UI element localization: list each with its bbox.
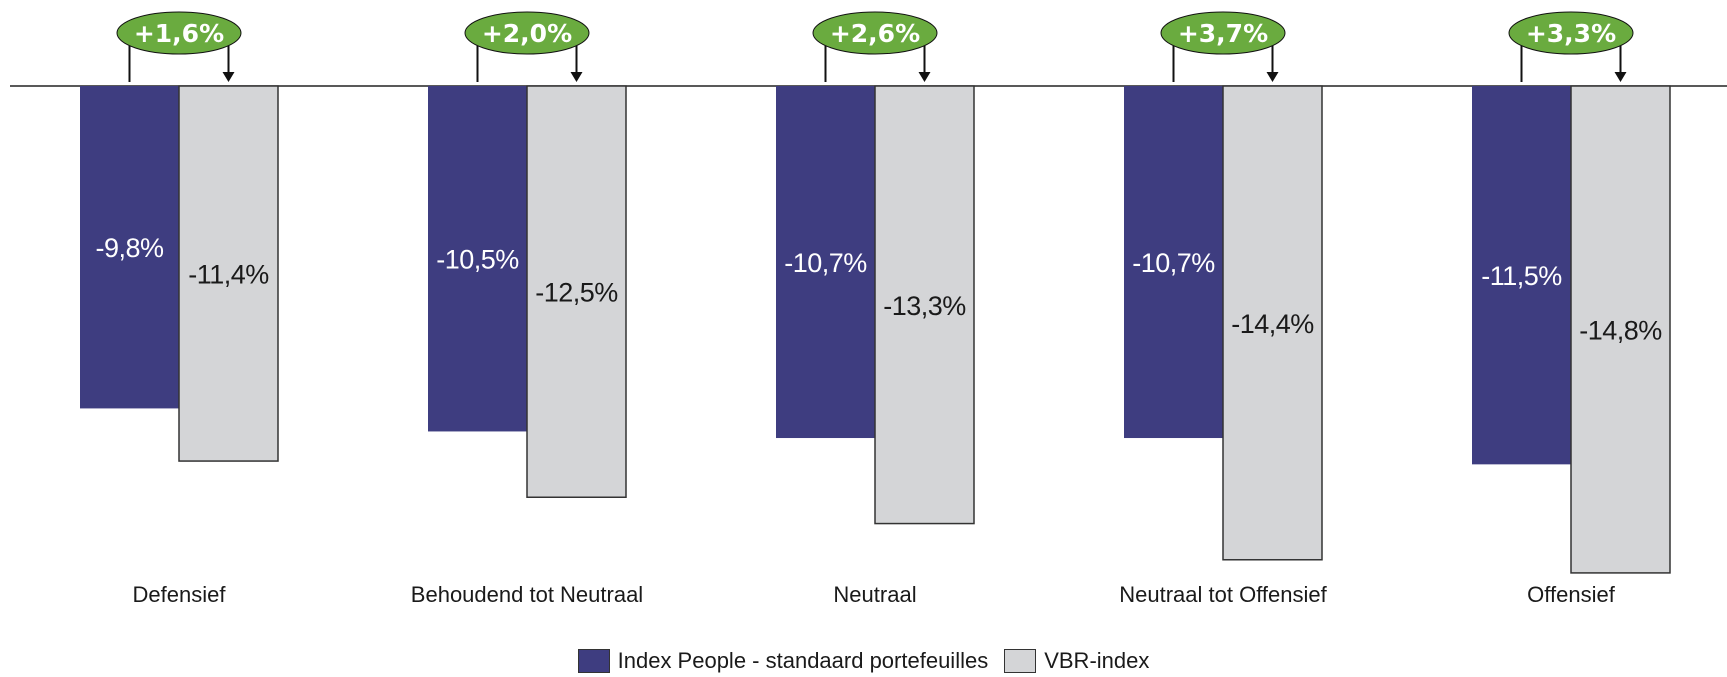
data-label-series-1-4: -10,7% (1132, 248, 1215, 278)
category-label-1: Defensief (133, 582, 227, 607)
data-label-series-2-2: -12,5% (535, 278, 618, 308)
difference-badge-5 (1508, 11, 1634, 55)
data-label-series-2-5: -14,8% (1579, 315, 1662, 345)
arrow-down-icon (1266, 72, 1279, 82)
difference-badge-3 (812, 11, 938, 55)
data-label-series-1-3: -10,7% (784, 248, 867, 278)
legend: Index People - standaard portefeuilles V… (0, 648, 1727, 674)
labels-layer: -9,8% -11,4% Defensief -10,5% -12,5% Behouden… (95, 233, 1662, 607)
legend-swatch-series-1 (577, 649, 610, 673)
data-label-series-1-2: -10,5% (436, 245, 519, 275)
legend-label-series-2: VBR-index (1044, 648, 1150, 673)
category-label-4: Neutraal tot Offensief (1119, 582, 1327, 607)
bar-series-2-5 (1570, 85, 1671, 574)
legend-item-series-1: Index People - standaard portefeuilles (577, 648, 989, 674)
bar-chart: -9,8% -11,4% Defensief -10,5% -12,5% Behouden… (10, 11, 1727, 607)
arrow-down-icon (570, 72, 583, 82)
legend-label-series-1: Index People - standaard portefeuilles (617, 648, 989, 673)
difference-badge-4 (1160, 11, 1286, 55)
difference-badges-layer: +1,6% +2,0% +2,6% +3,7% +3,3% (116, 11, 1634, 82)
difference-label-4: +3,7% (1178, 19, 1268, 48)
legend-swatch-series-2 (1004, 649, 1037, 673)
bar-series-1-2 (428, 86, 527, 432)
data-label-series-2-1: -11,4% (188, 260, 269, 290)
bars-layer (80, 85, 1671, 574)
bar-series-2-1 (178, 85, 279, 462)
arrow-down-icon (918, 72, 931, 82)
difference-badge-2 (464, 11, 590, 55)
bar-series-2-4 (1222, 85, 1323, 561)
category-label-3: Neutraal (833, 582, 916, 607)
difference-label-1: +1,6% (134, 19, 224, 48)
difference-label-2: +2,0% (482, 19, 572, 48)
data-label-series-1-1: -9,8% (95, 233, 164, 263)
data-label-series-2-3: -13,3% (883, 291, 966, 321)
bar-series-1-5 (1472, 86, 1571, 465)
difference-label-3: +2,6% (830, 19, 920, 48)
category-label-5: Offensief (1527, 582, 1616, 607)
bar-series-2-2 (526, 85, 627, 498)
bar-series-1-4 (1124, 86, 1223, 439)
legend-item-series-2: VBR-index (1004, 648, 1149, 674)
category-label-2: Behoudend tot Neutraal (411, 582, 643, 607)
bar-series-1-3 (776, 86, 875, 439)
arrow-down-icon (1614, 72, 1627, 82)
difference-label-5: +3,3% (1526, 19, 1616, 48)
bar-series-1-1 (80, 86, 179, 409)
arrow-down-icon (222, 72, 235, 82)
difference-badge-1 (116, 11, 242, 55)
data-label-series-2-4: -14,4% (1231, 309, 1314, 339)
data-label-series-1-5: -11,5% (1481, 261, 1562, 291)
bar-series-2-3 (874, 85, 975, 525)
